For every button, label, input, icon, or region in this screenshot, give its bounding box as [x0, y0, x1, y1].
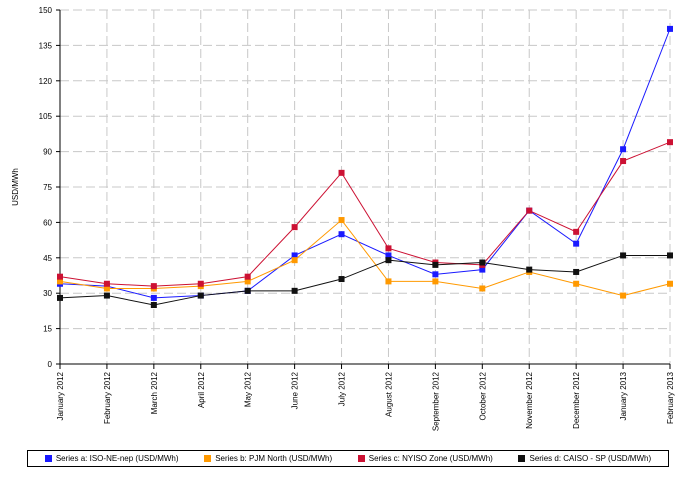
line-chart: 0 15 30 45 60 75 90 105 120 135 150 January 2012 Fe… [11, 6, 675, 431]
legend-swatch [518, 455, 526, 462]
x-tick-label: December 2012 [572, 371, 581, 428]
legend-label: Series c: NYISO Zone (USD/MWh) [368, 454, 493, 463]
data-point [385, 245, 392, 252]
legend-swatch [357, 455, 365, 462]
y-tick-label: 30 [43, 289, 52, 298]
x-tick-label: November 2012 [525, 371, 534, 428]
x-tick-label: June 2012 [291, 371, 300, 409]
y-tick-label: 45 [43, 254, 52, 263]
data-point [57, 278, 63, 285]
data-point [150, 302, 157, 308]
x-tick-label: October 2012 [478, 371, 487, 420]
data-point [291, 224, 298, 231]
x-tick-label: February 2012 [103, 371, 112, 424]
data-point [291, 252, 298, 259]
y-tick-labels: 0 15 30 45 60 75 90 105 120 135 150 [39, 6, 53, 369]
data-point [479, 266, 486, 273]
legend-item: Series a: ISO-NE-nep (USD/MWh) [44, 454, 179, 463]
data-point [620, 146, 627, 153]
legend-label: Series b: PJM North (USD/MWh) [215, 454, 333, 463]
legend: Series a: ISO-NE-nep (USD/MWh) Series b: … [27, 450, 669, 467]
data-point [385, 252, 392, 259]
data-point [432, 271, 439, 278]
series-line [59, 141, 671, 287]
grid-lines [60, 9, 671, 364]
data-point [291, 257, 298, 264]
series-d [57, 252, 673, 308]
legend-swatch [204, 455, 212, 462]
data-point [573, 240, 580, 247]
data-point [338, 276, 345, 283]
data-point [103, 285, 110, 292]
data-point [338, 231, 345, 238]
data-point [573, 228, 580, 235]
y-tick-label: 0 [48, 360, 53, 369]
legend-item: Series c: NYISO Zone (USD/MWh) [357, 454, 493, 463]
series-c [57, 139, 673, 290]
data-point [573, 268, 580, 275]
data-point [432, 261, 439, 268]
data-point [667, 252, 673, 259]
data-point [103, 280, 110, 287]
data-point [150, 294, 157, 301]
axes [56, 9, 671, 369]
y-tick-label: 90 [43, 148, 52, 157]
x-tick-label: September 2012 [431, 371, 440, 431]
x-tick-label: April 2012 [197, 371, 206, 408]
x-tick-label: July 2012 [338, 371, 347, 406]
series-lines [57, 25, 673, 308]
legend-label: Series a: ISO-NE-nep (USD/MWh) [55, 454, 179, 463]
y-tick-label: 75 [43, 183, 52, 192]
x-tick-label: March 2012 [150, 371, 159, 414]
x-tick-label: January 2012 [56, 371, 65, 420]
data-point [244, 278, 251, 285]
data-point [479, 259, 486, 266]
data-point [150, 283, 157, 290]
data-point [432, 278, 439, 285]
y-tick-label: 105 [39, 112, 53, 121]
data-point [526, 207, 533, 214]
data-point [385, 278, 392, 285]
data-point [667, 139, 673, 146]
x-tick-label: February 2013 [666, 371, 675, 424]
data-point [103, 292, 110, 299]
data-point [667, 25, 673, 32]
data-point [526, 266, 533, 273]
data-point [667, 280, 673, 287]
data-point [244, 273, 251, 280]
y-tick-label: 60 [43, 218, 52, 227]
legend-item: Series d: CAISO - SP (USD/MWh) [518, 454, 651, 463]
x-tick-labels: January 2012 February 2012 March 2012 April… [56, 371, 675, 431]
data-point [57, 273, 63, 280]
data-point [385, 257, 392, 264]
data-point [291, 287, 298, 294]
data-point [244, 287, 251, 294]
y-tick-label: 15 [43, 325, 52, 334]
series-line [59, 28, 671, 299]
data-point [197, 292, 204, 299]
data-point [338, 217, 345, 224]
y-tick-label: 150 [39, 6, 53, 15]
data-point [479, 285, 486, 292]
data-point [620, 158, 627, 165]
legend-item: Series b: PJM North (USD/MWh) [204, 454, 332, 463]
series-a [57, 25, 673, 301]
legend-swatch [44, 455, 52, 462]
y-tick-label: 120 [39, 77, 53, 86]
series-line [59, 254, 670, 306]
x-tick-label: January 2013 [619, 371, 628, 420]
data-point [197, 280, 204, 287]
x-tick-label: August 2012 [384, 371, 393, 416]
data-point [620, 252, 627, 259]
data-point [57, 294, 63, 301]
data-point [620, 292, 627, 299]
series-line [59, 219, 671, 297]
data-point [338, 169, 345, 176]
x-tick-label: May 2012 [244, 371, 253, 407]
y-axis-label: USD/MWh [11, 168, 20, 206]
legend-label: Series d: CAISO - SP (USD/MWh) [529, 454, 652, 463]
y-tick-label: 135 [39, 41, 53, 50]
data-point [573, 280, 580, 287]
